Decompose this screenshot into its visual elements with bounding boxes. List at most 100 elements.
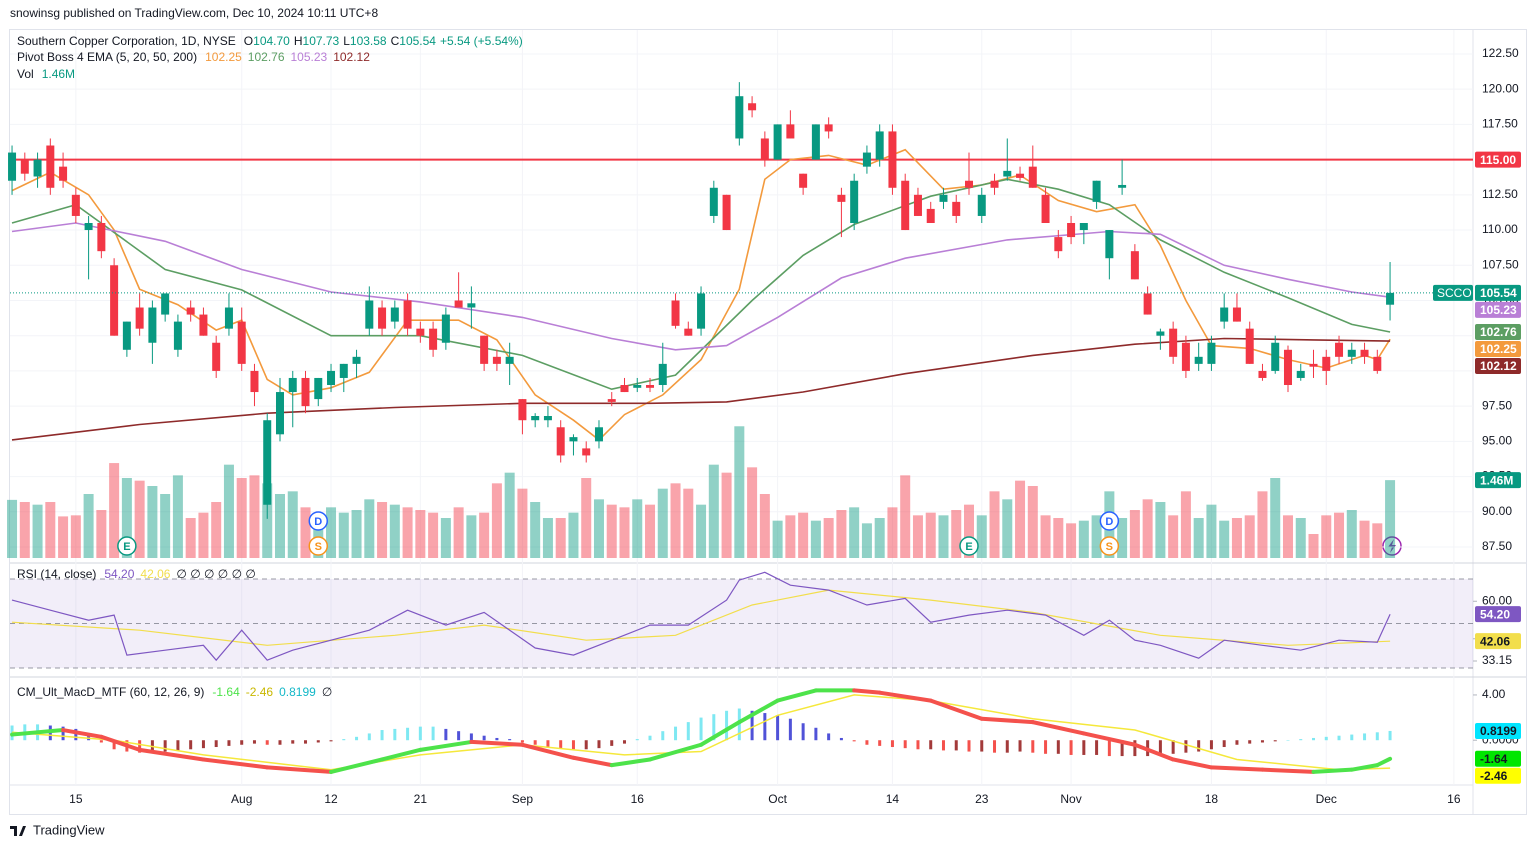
histogram-bar — [763, 713, 767, 741]
histogram-bar — [1248, 740, 1252, 744]
legend-value: 1.46M — [42, 67, 75, 81]
candle-body — [212, 342, 221, 371]
histogram-bar — [380, 730, 384, 741]
event-marker[interactable]: D — [308, 511, 329, 531]
volume-bar — [517, 488, 528, 558]
volume-bar — [377, 502, 388, 558]
volume-bar — [364, 499, 375, 558]
histogram-bar — [1120, 740, 1124, 757]
candle-body — [531, 415, 540, 421]
histogram-bar — [725, 710, 729, 741]
legend-title: CM_Ult_MacD_MTF (60, 12, 26, 9) — [17, 685, 204, 699]
candle-body — [990, 180, 999, 188]
histogram-bar — [801, 723, 805, 741]
volume-bar — [696, 504, 707, 558]
y-tick-label: 4.00 — [1482, 687, 1506, 701]
volume-bar — [479, 512, 490, 558]
x-tick-label: 23 — [975, 792, 989, 806]
price-badge — [1475, 633, 1521, 650]
lightning-icon[interactable] — [1382, 536, 1402, 556]
candle-body — [275, 392, 284, 435]
event-marker[interactable]: E — [117, 536, 137, 556]
x-tick-label: Dec — [1316, 792, 1337, 806]
macd-segment — [380, 747, 423, 762]
candle-body — [314, 377, 323, 400]
candle-body — [263, 420, 272, 505]
legend-value: 102.25 — [205, 50, 242, 64]
candle-body — [850, 180, 859, 223]
y-tick-label: 122.50 — [1482, 46, 1519, 60]
legend-extra: ∅ — [322, 685, 332, 699]
candle-body — [1296, 370, 1305, 378]
volume-bar — [19, 502, 30, 558]
price-badge-label: 105.23 — [1480, 303, 1517, 317]
histogram-bar — [265, 740, 269, 745]
macd-segment — [1132, 742, 1176, 762]
candle-body — [926, 208, 935, 223]
volume-bar — [938, 515, 949, 558]
volume-bar — [951, 510, 962, 558]
candle-body — [786, 124, 795, 139]
histogram-bar — [342, 739, 346, 741]
price-badge — [1475, 722, 1521, 739]
volume-bar — [1117, 518, 1128, 558]
macd-segment — [1081, 731, 1137, 747]
histogram-bar — [1082, 740, 1086, 755]
ema-line — [11, 178, 1391, 391]
volume-bar — [172, 475, 183, 558]
candle-body — [722, 194, 731, 231]
volume-bar — [747, 467, 758, 558]
volume-bar — [1155, 502, 1166, 558]
candle-body — [965, 180, 974, 188]
event-marker[interactable]: E — [959, 536, 979, 556]
ema-line — [11, 222, 1391, 351]
legend-key: O — [244, 34, 253, 48]
volume-bar — [236, 478, 247, 558]
candle-body — [1041, 194, 1050, 223]
brand-logo[interactable]: TradingView — [10, 822, 105, 837]
volume-bar — [466, 515, 477, 558]
legend-value: 102.76 — [248, 50, 285, 64]
candle-body — [224, 307, 233, 329]
histogram-bar — [469, 733, 473, 741]
volume-bar — [1015, 480, 1026, 558]
volume-bar — [619, 507, 630, 558]
candle-body — [1207, 342, 1216, 364]
volume-bar — [1334, 512, 1345, 558]
event-circle — [1099, 536, 1120, 556]
volume-bar — [785, 515, 796, 558]
volume-bar — [1206, 504, 1217, 558]
volume-bar — [555, 518, 566, 558]
volume-bar — [402, 507, 413, 558]
histogram-bar — [1031, 740, 1035, 753]
histogram-bar — [686, 722, 690, 741]
macd-segment — [1171, 757, 1214, 770]
candle-body — [1194, 356, 1203, 364]
volume-bar — [1321, 515, 1332, 558]
event-circle — [117, 536, 137, 556]
candle-body — [1130, 251, 1139, 280]
histogram-bar — [1005, 740, 1009, 753]
y-tick-label: 60.00 — [1482, 593, 1512, 607]
candle-body — [148, 307, 157, 343]
legend-value: -1.64 — [212, 685, 240, 699]
volume-bar — [1129, 510, 1140, 558]
volume-bar — [121, 478, 132, 558]
legend-value: 42.06 — [140, 567, 170, 581]
volume-bar — [1385, 480, 1396, 558]
volume-bar — [912, 515, 923, 558]
candle-body — [416, 328, 425, 336]
histogram-bar — [87, 733, 91, 741]
event-marker[interactable]: S — [1099, 536, 1120, 556]
volume-bar — [1295, 518, 1306, 558]
candle-body — [735, 96, 744, 139]
event-marker[interactable]: D — [1099, 511, 1120, 531]
price-badge-label: 42.06 — [1480, 634, 1510, 648]
event-marker[interactable]: S — [308, 536, 329, 556]
histogram-bar — [74, 728, 78, 741]
candle-body — [339, 363, 348, 378]
macd-segment — [520, 742, 576, 760]
histogram-bar — [852, 740, 856, 742]
price-badge — [1475, 767, 1521, 784]
symbol-badge — [1433, 284, 1473, 301]
